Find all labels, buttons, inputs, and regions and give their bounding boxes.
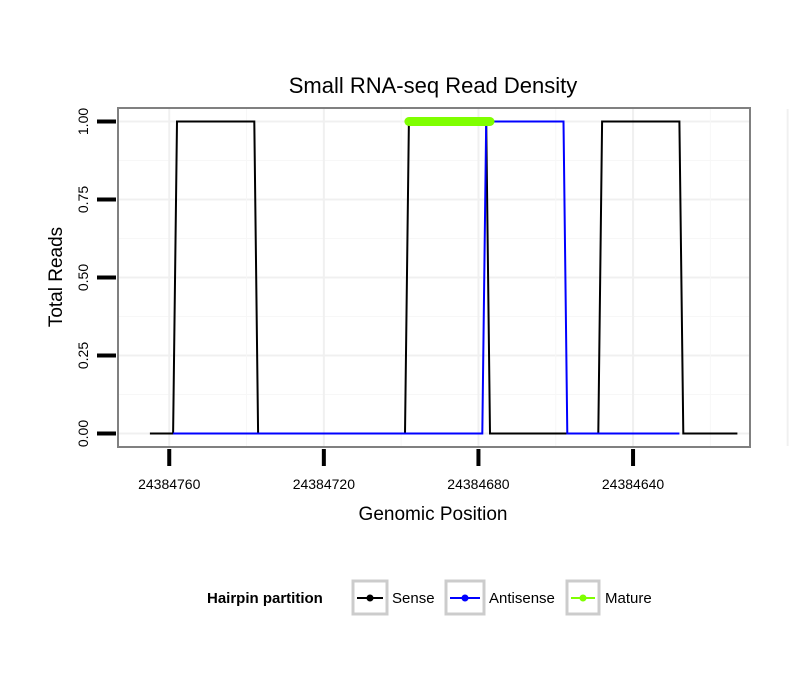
y-axis-label: Total Reads <box>46 227 67 327</box>
y-tick-label: 0.25 <box>75 342 91 369</box>
y-tick-label: 0.00 <box>75 420 91 447</box>
legend-item-antisense: Antisense <box>444 579 555 616</box>
legend-key-point <box>366 594 374 602</box>
chart-title: Small RNA-seq Read Density <box>289 73 578 98</box>
axis-layer: 0.00 0.25 0.50 0.75 1.00 24384760 24384720 2438… <box>75 108 664 492</box>
legend-label: Sense <box>392 590 435 607</box>
legend-key-point <box>579 594 587 602</box>
x-tick-label: 24384640 <box>602 476 665 492</box>
legend-item-mature: Mature <box>565 579 652 616</box>
x-tick-label: 24384680 <box>447 476 510 492</box>
legend: Hairpin partition Sense Antisense Mature <box>207 579 652 616</box>
legend-key-point <box>461 594 469 602</box>
legend-label: Mature <box>605 590 652 607</box>
x-tick-label: 24384760 <box>138 476 201 492</box>
y-tick-label: 0.50 <box>75 264 91 291</box>
series-layer <box>149 117 738 435</box>
legend-items: Sense Antisense Mature <box>351 579 652 616</box>
grid-layer <box>119 109 789 446</box>
legend-item-sense: Sense <box>351 579 435 616</box>
legend-label: Antisense <box>489 590 555 607</box>
legend-title: Hairpin partition <box>207 590 323 607</box>
x-axis-label: Genomic Position <box>359 504 508 525</box>
x-tick-label: 24384720 <box>293 476 356 492</box>
y-tick-label: 1.00 <box>75 108 91 135</box>
y-tick-label: 0.75 <box>75 186 91 213</box>
plot-panel-border <box>117 107 751 448</box>
